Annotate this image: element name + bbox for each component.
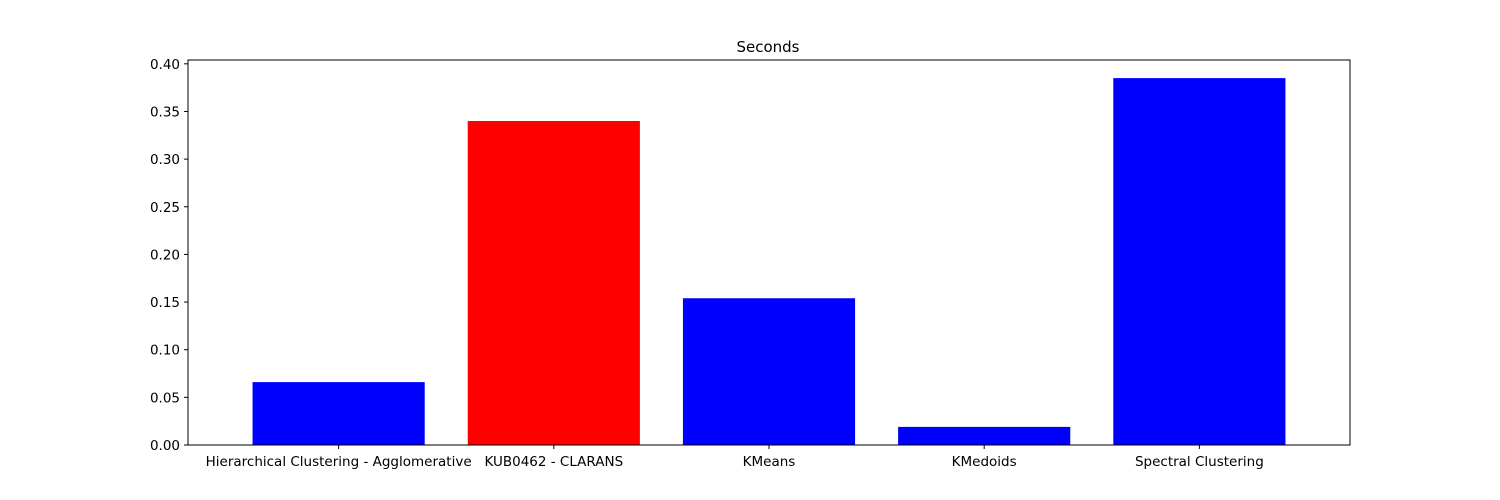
bar-2 bbox=[682, 298, 856, 445]
y-tick-label-1: 0.05 bbox=[150, 390, 180, 406]
x-tick-label-2: KMeans bbox=[743, 454, 796, 470]
bar-3 bbox=[898, 426, 1071, 445]
plot-frame bbox=[187, 59, 1351, 446]
y-tick-label-6: 0.30 bbox=[150, 152, 180, 168]
y-tick-label-3: 0.15 bbox=[150, 295, 180, 311]
x-tick-label-3: KMedoids bbox=[952, 454, 1017, 470]
y-tick-label-0: 0.00 bbox=[150, 438, 180, 454]
y-tick-label-7: 0.35 bbox=[150, 104, 180, 120]
y-tick-label-5: 0.25 bbox=[150, 200, 180, 216]
y-tick-label-4: 0.20 bbox=[150, 247, 180, 263]
bar-1 bbox=[467, 120, 640, 445]
x-tick-label-1: KUB0462 - CLARANS bbox=[484, 454, 623, 470]
bar-4 bbox=[1113, 78, 1286, 445]
bar-0 bbox=[252, 382, 425, 445]
x-tick-label-4: Spectral Clustering bbox=[1135, 454, 1264, 470]
chart-title: Seconds bbox=[736, 38, 799, 56]
x-axis: Hierarchical Clustering - Agglomerative K… bbox=[206, 445, 1264, 470]
x-tick-label-0: Hierarchical Clustering - Agglomerative bbox=[206, 454, 472, 470]
bars-group bbox=[252, 78, 1286, 445]
y-tick-label-2: 0.10 bbox=[150, 343, 180, 359]
y-tick-label-8: 0.40 bbox=[150, 57, 180, 73]
y-axis: 0.00 0.05 0.10 0.15 0.20 0.25 0.30 0.35 0.40 bbox=[150, 57, 188, 454]
